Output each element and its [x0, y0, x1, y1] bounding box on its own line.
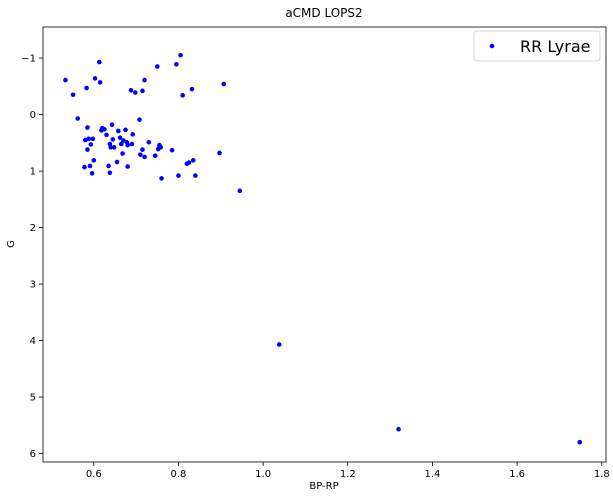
data-point [85, 125, 90, 130]
y-tick-label: 6 [30, 449, 36, 460]
x-axis-title: BP-RP [309, 481, 338, 492]
data-point [90, 136, 96, 142]
data-point [189, 86, 195, 92]
data-point [140, 147, 145, 152]
legend-box [473, 30, 601, 62]
y-tick-label: −1 [21, 54, 36, 65]
chart-title: aCMD LOPS2 [285, 6, 362, 20]
data-point [237, 188, 243, 194]
data-point [87, 163, 93, 169]
data-point [137, 117, 142, 122]
x-tick-label: 1.2 [340, 469, 356, 480]
data-point [117, 135, 123, 141]
data-point [178, 52, 183, 58]
y-axis: −1 0 1 2 3 4 5 6 [21, 54, 43, 460]
data-point [123, 127, 128, 133]
y-tick-label: 2 [30, 223, 36, 234]
data-point [154, 64, 160, 69]
data-point [174, 61, 179, 67]
data-point [107, 170, 113, 176]
x-tick-label: 0.8 [171, 469, 187, 480]
data-point [138, 152, 143, 157]
data-point [63, 77, 68, 83]
data-point [159, 176, 164, 181]
data-point [102, 126, 107, 132]
data-point [180, 93, 185, 98]
data-point [152, 153, 158, 159]
x-tick-label: 0.6 [86, 469, 102, 480]
data-point [169, 147, 175, 153]
data-point [125, 164, 130, 169]
data-point [142, 154, 147, 160]
data-point [217, 150, 222, 156]
x-tick-label: 1.6 [509, 469, 525, 480]
y-tick-label: 0 [30, 110, 36, 121]
legend-marker [489, 43, 495, 49]
data-point [110, 137, 116, 142]
data-point [396, 426, 401, 432]
plot-area [42, 26, 607, 463]
legend: RR Lyrae [473, 30, 601, 62]
y-tick-label: 3 [30, 280, 36, 291]
data-point [119, 141, 124, 147]
x-tick-label: 1.8 [594, 469, 610, 480]
data-point [221, 81, 227, 87]
data-point [116, 128, 121, 134]
data-point [106, 163, 111, 169]
data-point [84, 85, 89, 91]
data-point [132, 90, 138, 95]
data-point [146, 139, 152, 145]
data-point [276, 342, 282, 347]
data-point [158, 145, 163, 150]
y-tick-label: 1 [30, 167, 36, 178]
data-point [186, 160, 192, 165]
data-point [91, 158, 97, 163]
data-point [104, 132, 109, 138]
data-point [121, 138, 126, 143]
data-point [130, 132, 136, 137]
data-point [125, 142, 130, 148]
y-tick-label: 5 [30, 393, 36, 404]
data-points [63, 52, 583, 445]
data-point [120, 151, 125, 156]
data-point [193, 173, 198, 178]
data-point [97, 59, 102, 65]
data-point [190, 158, 196, 163]
x-tick-label: 1.4 [424, 469, 440, 480]
data-point [86, 136, 92, 142]
data-point [70, 92, 76, 98]
data-point [142, 77, 147, 83]
data-point [75, 116, 81, 121]
y-axis-title: G [6, 240, 17, 248]
data-point [128, 87, 134, 93]
data-point [129, 141, 135, 147]
data-point [82, 164, 87, 170]
data-point [85, 147, 90, 152]
data-point [108, 145, 114, 150]
legend-label: RR Lyrae [520, 37, 590, 56]
data-point [577, 439, 583, 445]
data-point [140, 88, 145, 94]
y-tick-label: 4 [30, 336, 36, 347]
data-point [89, 171, 95, 176]
x-axis: 0.6 0.8 1.0 1.2 1.4 1.6 1.8 [86, 462, 610, 480]
data-point [109, 122, 115, 128]
data-point [97, 80, 103, 85]
x-tick-label: 1.0 [255, 469, 271, 480]
data-point [88, 142, 94, 147]
data-point [111, 145, 117, 150]
data-point [176, 173, 181, 178]
data-point [114, 159, 120, 165]
data-point [92, 76, 98, 81]
